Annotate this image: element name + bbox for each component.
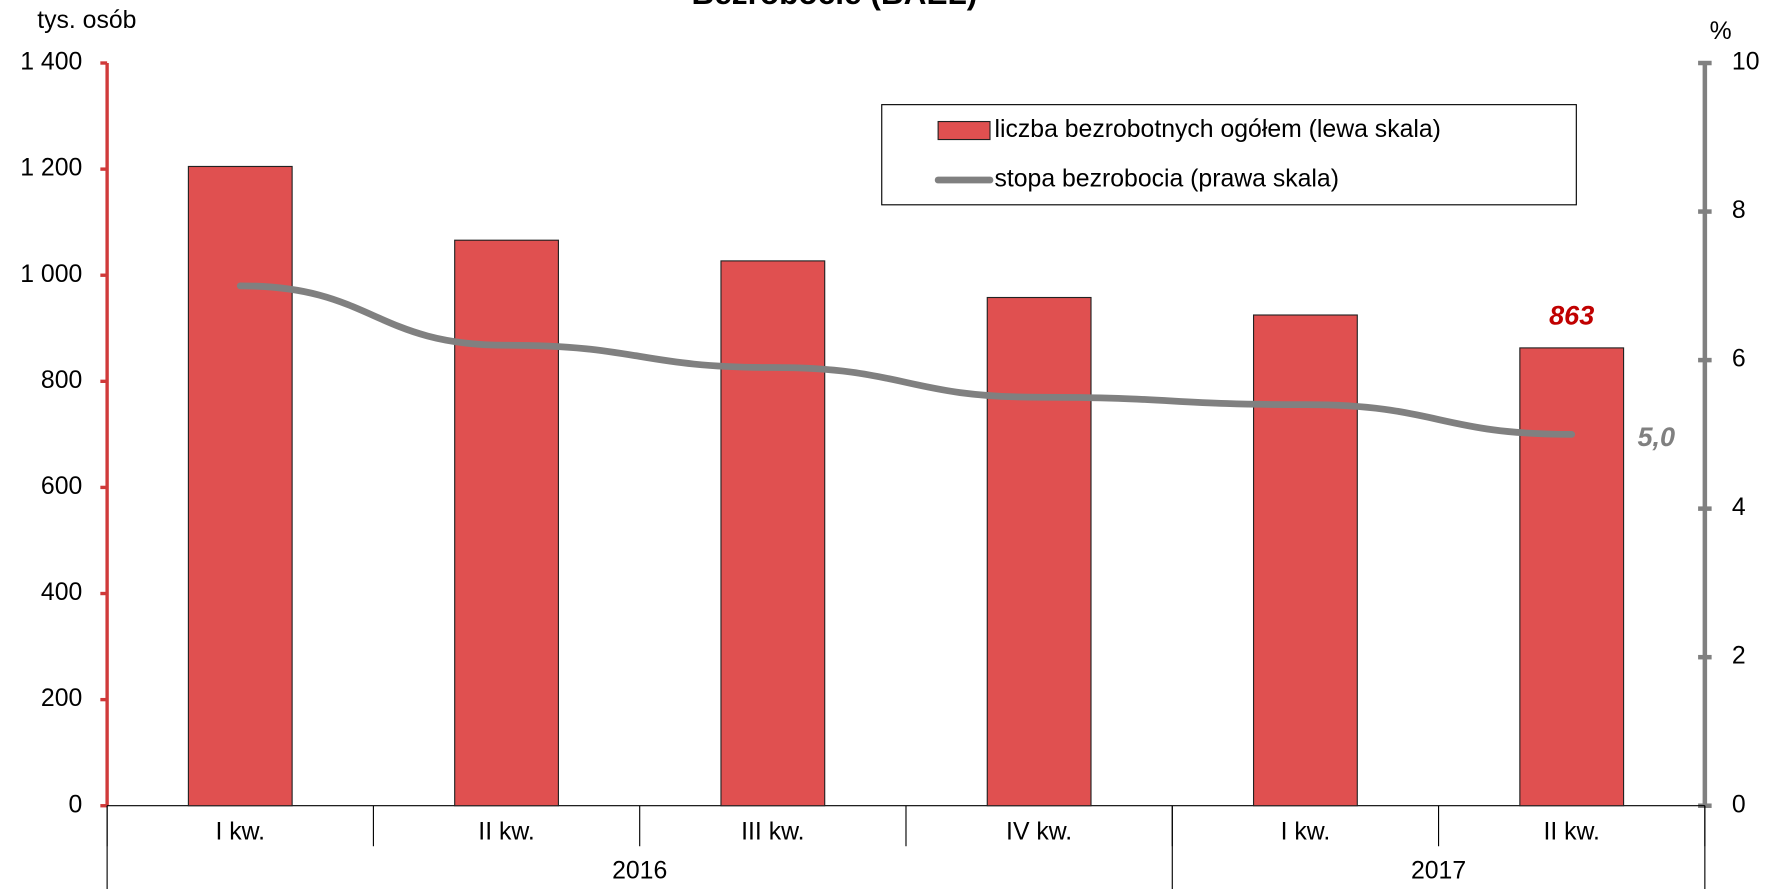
line <box>236 282 1576 438</box>
legend-box <box>881 104 1577 206</box>
x-tick-label: IV kw. <box>1006 818 1072 845</box>
bar <box>1519 347 1625 807</box>
y-tick-label: 1 200 <box>20 155 82 182</box>
legend-swatch <box>937 120 991 141</box>
group-label: 2016 <box>612 858 667 885</box>
y2-tick-label: 10 <box>1732 49 1760 76</box>
y2-axis-label: % <box>1710 18 1732 45</box>
x-tick-label: II kw. <box>478 818 534 845</box>
bar <box>720 260 826 807</box>
y-tick-label: 800 <box>41 367 82 394</box>
y-axis-label: tys. osób <box>37 7 136 34</box>
x-tick-label: III kw. <box>741 818 804 845</box>
y-tick-label: 1 400 <box>20 49 82 76</box>
y-tick-label: 200 <box>41 685 82 712</box>
bar <box>1252 314 1358 807</box>
y-tick-label: 0 <box>69 791 83 818</box>
y2-tick-label: 4 <box>1732 494 1746 521</box>
y-tick-label: 400 <box>41 579 82 606</box>
x-tick-label: I kw. <box>215 818 265 845</box>
y-tick-label: 600 <box>41 473 82 500</box>
y2-tick-label: 8 <box>1732 197 1746 224</box>
x-tick-label: II kw. <box>1543 818 1599 845</box>
legend-label: liczba bezrobotnych ogółem (lewa skala) <box>995 116 1441 143</box>
line-value-label: 5,0 <box>1637 422 1675 452</box>
x-tick-label: I kw. <box>1281 818 1331 845</box>
legend-label: stopa bezrobocia (prawa skala) <box>995 166 1339 193</box>
bar <box>454 239 559 807</box>
y-tick-label: 1 000 <box>20 261 82 288</box>
group-label: 2017 <box>1411 858 1466 885</box>
bar-value-label: 863 <box>1549 301 1594 331</box>
chart-title: Bezrobocie (BAEL) <box>691 0 977 11</box>
y2-tick-label: 0 <box>1732 791 1746 818</box>
y2-tick-label: 6 <box>1732 346 1746 373</box>
bar <box>187 165 293 807</box>
y2-tick-label: 2 <box>1732 643 1746 670</box>
bar <box>986 296 1092 807</box>
